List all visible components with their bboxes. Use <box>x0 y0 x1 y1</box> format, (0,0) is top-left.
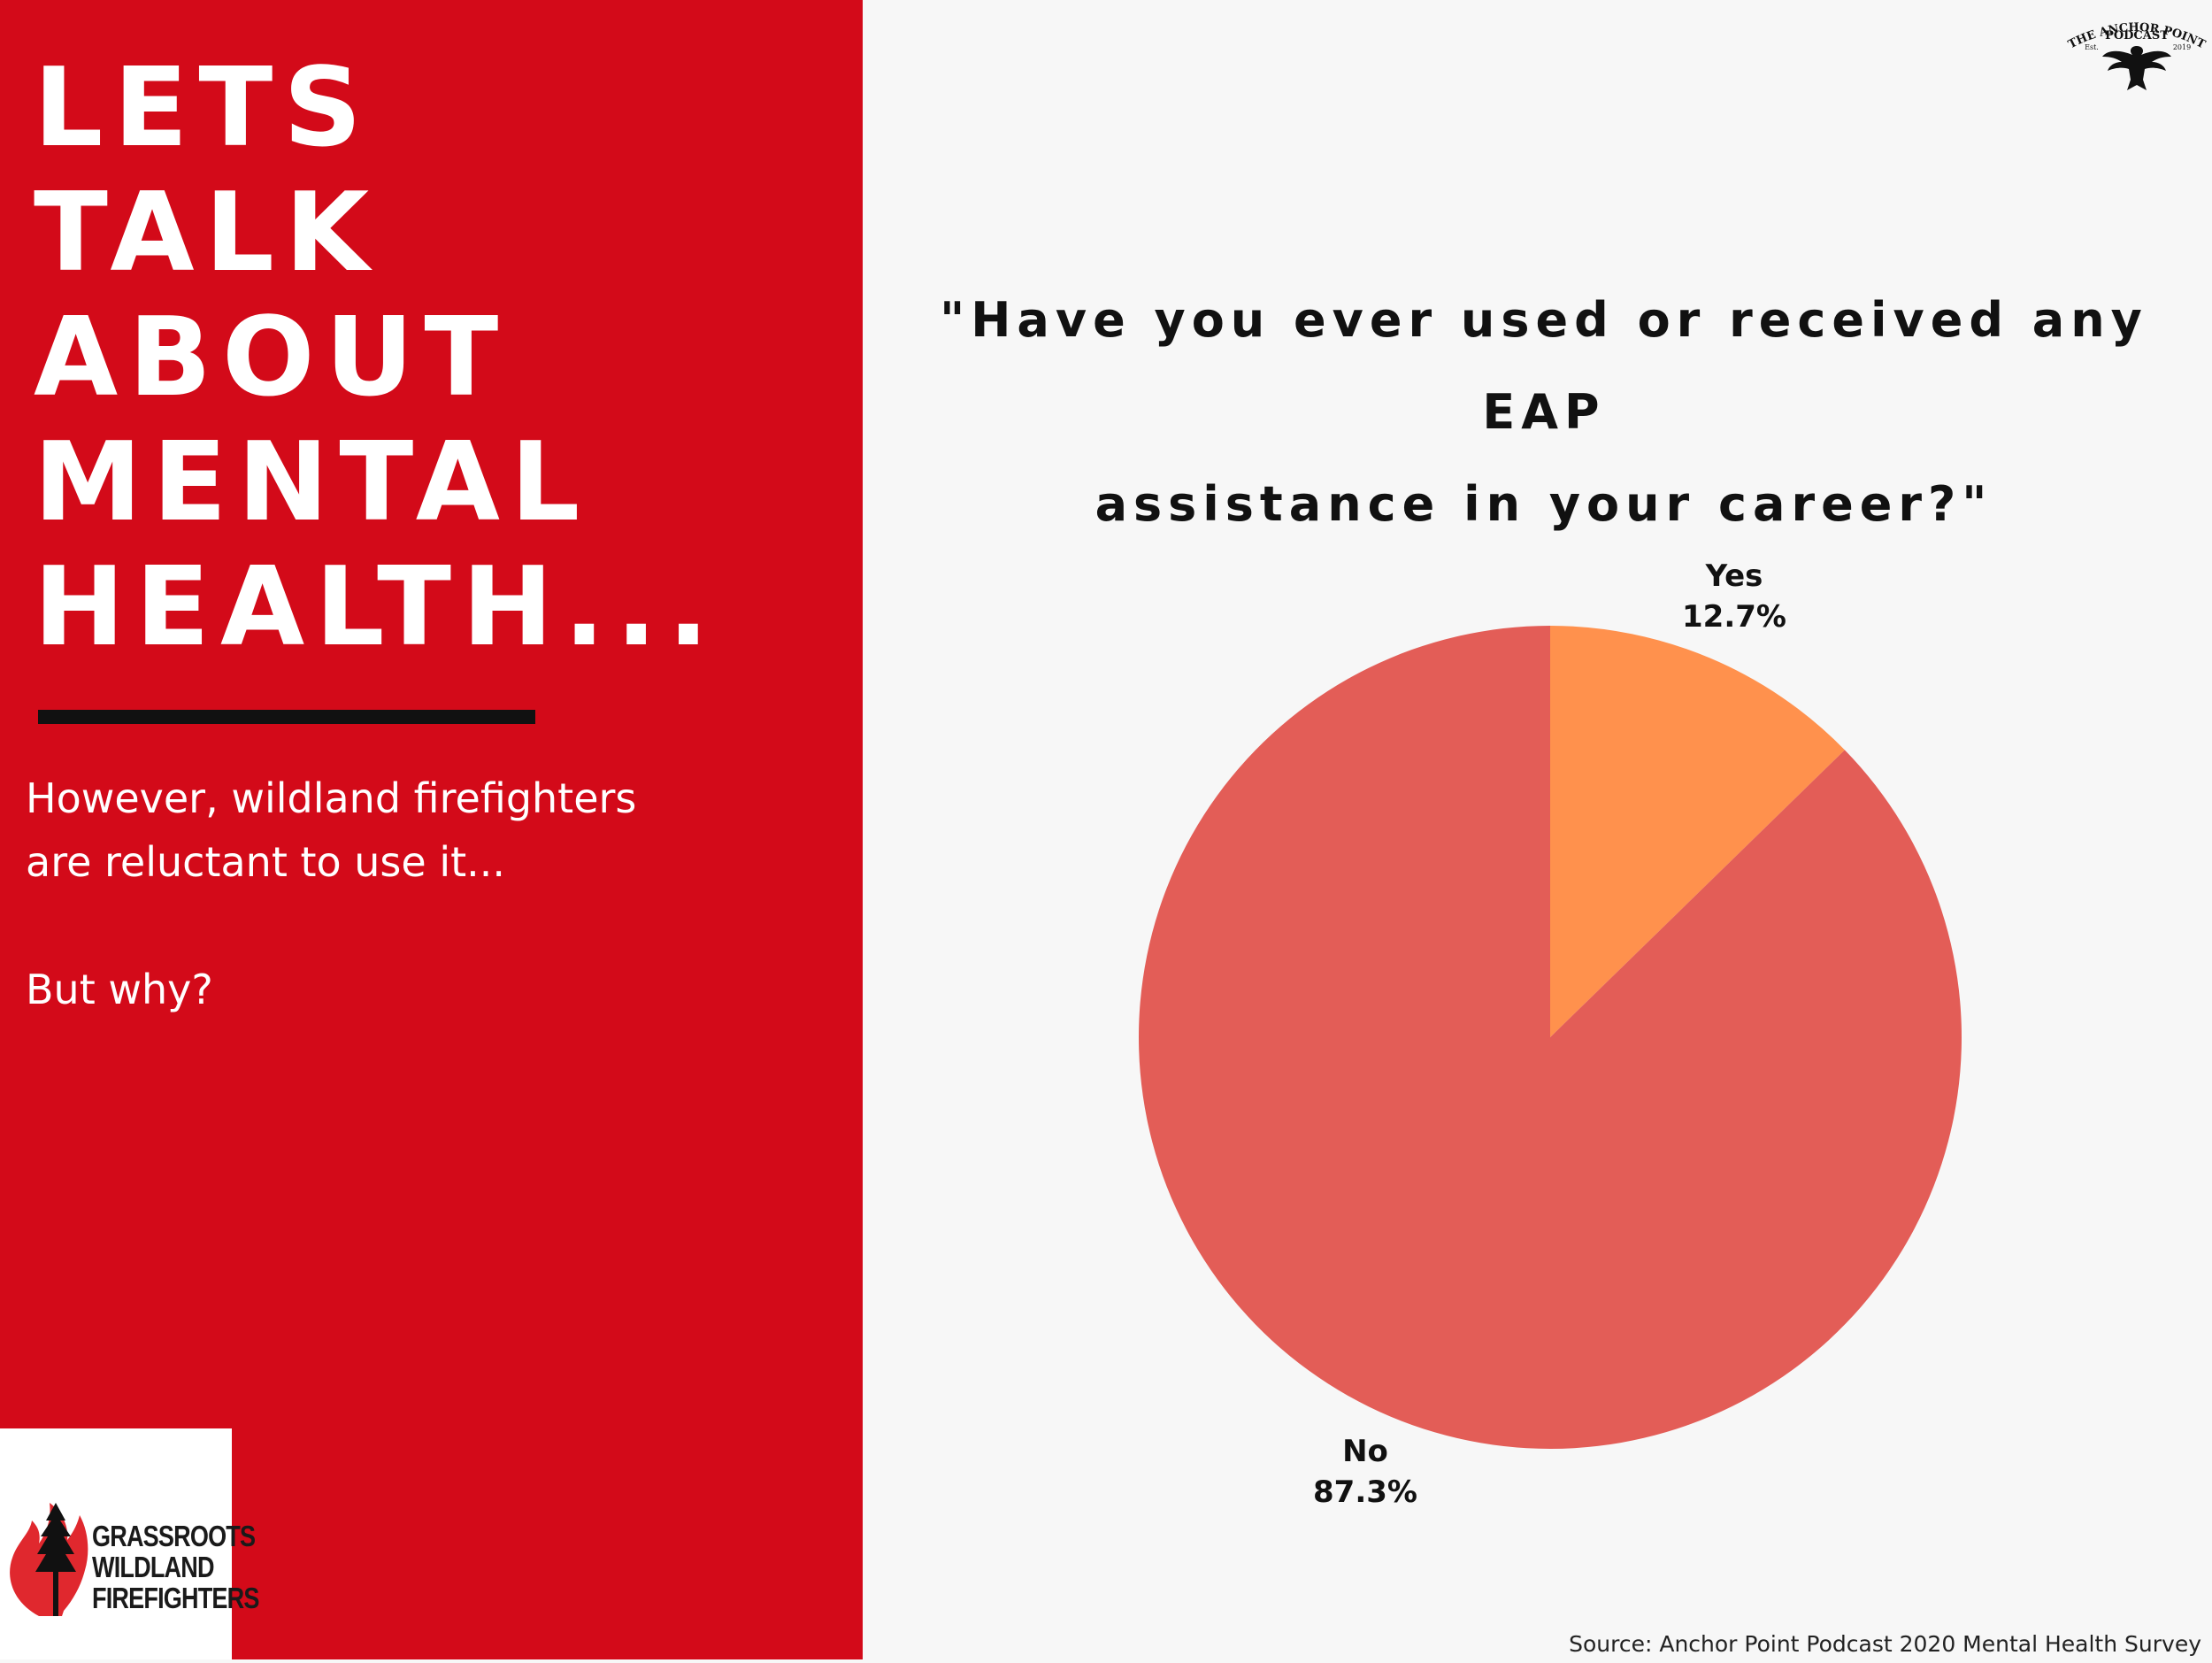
headline: LETS TALK ABOUT MENTAL HEALTH... <box>34 46 719 670</box>
left-panel: LETS TALK ABOUT MENTAL HEALTH... However… <box>0 0 863 1659</box>
subtext-line: However, wildland firefighters <box>26 774 637 822</box>
logo-text: GRASSROOTS WILDLAND FIREFIGHTERS <box>92 1521 259 1613</box>
logo-line: WILDLAND <box>92 1551 215 1583</box>
slice-label-no: No <box>1342 1434 1388 1469</box>
subtext: However, wildland firefighters are reluc… <box>26 766 636 1021</box>
headline-line: LETS <box>34 45 373 172</box>
flame-tree-icon <box>10 1503 88 1616</box>
subtext-question: But why? <box>26 966 213 1013</box>
badge-est: Est. <box>2085 43 2099 51</box>
source-note: Source: Anchor Point Podcast 2020 Mental… <box>1569 1631 2201 1657</box>
chart-title-line: assistance in your career?" <box>1094 476 1993 532</box>
headline-line: ABOUT <box>34 295 510 421</box>
chart-title: "Have you ever used or received any EAP … <box>894 274 2194 550</box>
eagle-badge-icon: THE ANCHOR POINT PODCAST Est. 2019 <box>2066 21 2208 90</box>
headline-divider <box>38 710 535 724</box>
headline-line: TALK <box>34 170 380 296</box>
headline-line: MENTAL <box>34 420 591 546</box>
badge-subtitle: PODCAST <box>2105 29 2169 42</box>
pie-slice-yes <box>1550 626 1845 1037</box>
slice-value-yes: 12.7% <box>1682 599 1786 635</box>
grassroots-logo <box>0 1428 232 1659</box>
chart-title-line: "Have you ever used or received any EAP <box>940 292 2148 440</box>
subtext-line: are reluctant to use it... <box>26 838 506 886</box>
slice-value-no: 87.3% <box>1313 1474 1417 1510</box>
headline-line: HEALTH... <box>34 544 720 671</box>
anchor-point-badge: THE ANCHOR POINT PODCAST Est. 2019 <box>2053 14 2212 103</box>
badge-year: 2019 <box>2173 43 2191 51</box>
pie-slice-no <box>1138 626 1962 1449</box>
logo-line: FIREFIGHTERS <box>92 1582 259 1614</box>
slice-label-yes: Yes <box>1705 558 1763 594</box>
logo-line: GRASSROOTS <box>92 1520 256 1552</box>
